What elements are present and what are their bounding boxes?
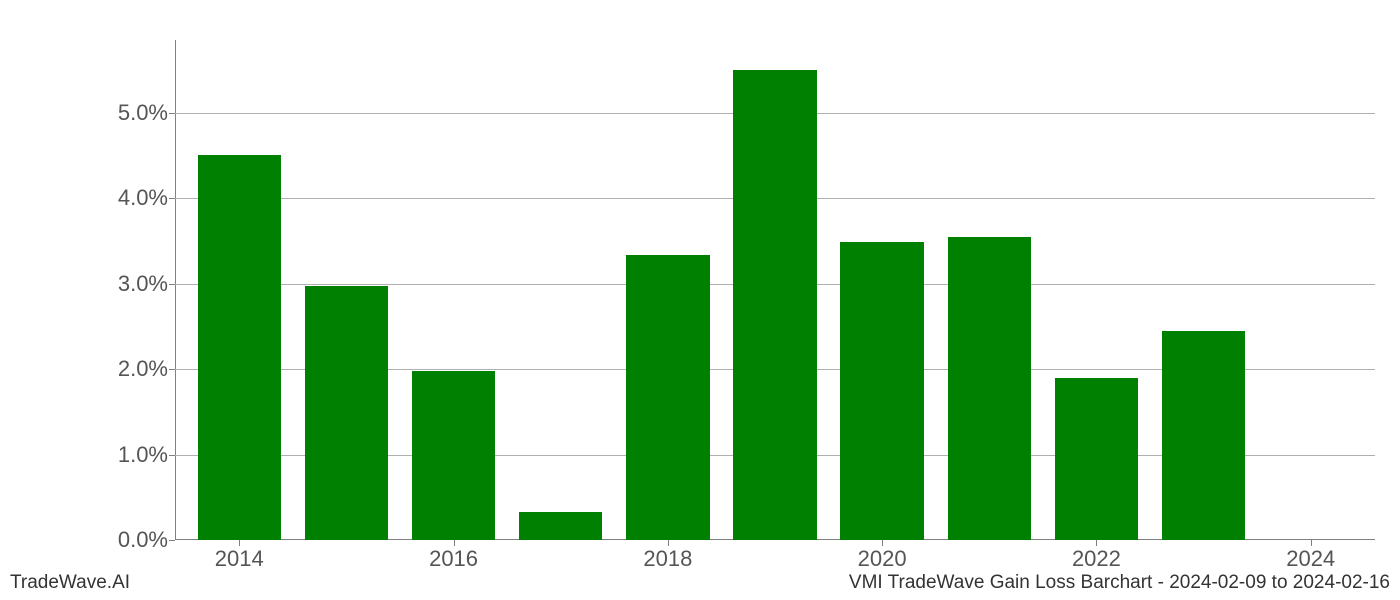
x-tick-label: 2018 bbox=[643, 546, 692, 572]
bar bbox=[198, 155, 282, 540]
bar bbox=[1162, 331, 1246, 540]
plot-area: 201420162018202020222024 bbox=[175, 40, 1375, 540]
y-tick-mark bbox=[169, 198, 175, 199]
y-tick-label: 3.0% bbox=[88, 271, 168, 297]
y-tick-mark bbox=[169, 455, 175, 456]
bar bbox=[412, 371, 496, 540]
bar bbox=[1055, 378, 1139, 540]
x-tick-label: 2016 bbox=[429, 546, 478, 572]
bar bbox=[840, 242, 924, 540]
y-tick-label: 4.0% bbox=[88, 185, 168, 211]
bar bbox=[305, 286, 389, 540]
y-tick-label: 0.0% bbox=[88, 527, 168, 553]
x-tick-label: 2020 bbox=[858, 546, 907, 572]
footer-right-text: VMI TradeWave Gain Loss Barchart - 2024-… bbox=[849, 572, 1390, 594]
y-tick-label: 2.0% bbox=[88, 356, 168, 382]
footer-left-text: TradeWave.AI bbox=[10, 572, 130, 594]
y-tick-mark bbox=[169, 284, 175, 285]
bar bbox=[948, 237, 1032, 540]
x-tick-label: 2014 bbox=[215, 546, 264, 572]
x-tick-label: 2024 bbox=[1286, 546, 1335, 572]
y-tick-mark bbox=[169, 540, 175, 541]
chart-container: 201420162018202020222024 bbox=[175, 40, 1375, 540]
bar bbox=[626, 255, 710, 540]
y-tick-label: 5.0% bbox=[88, 100, 168, 126]
bar bbox=[519, 512, 603, 540]
y-tick-mark bbox=[169, 369, 175, 370]
y-axis-line bbox=[175, 40, 176, 540]
bar bbox=[733, 70, 817, 540]
y-tick-label: 1.0% bbox=[88, 442, 168, 468]
x-tick-label: 2022 bbox=[1072, 546, 1121, 572]
y-tick-mark bbox=[169, 113, 175, 114]
